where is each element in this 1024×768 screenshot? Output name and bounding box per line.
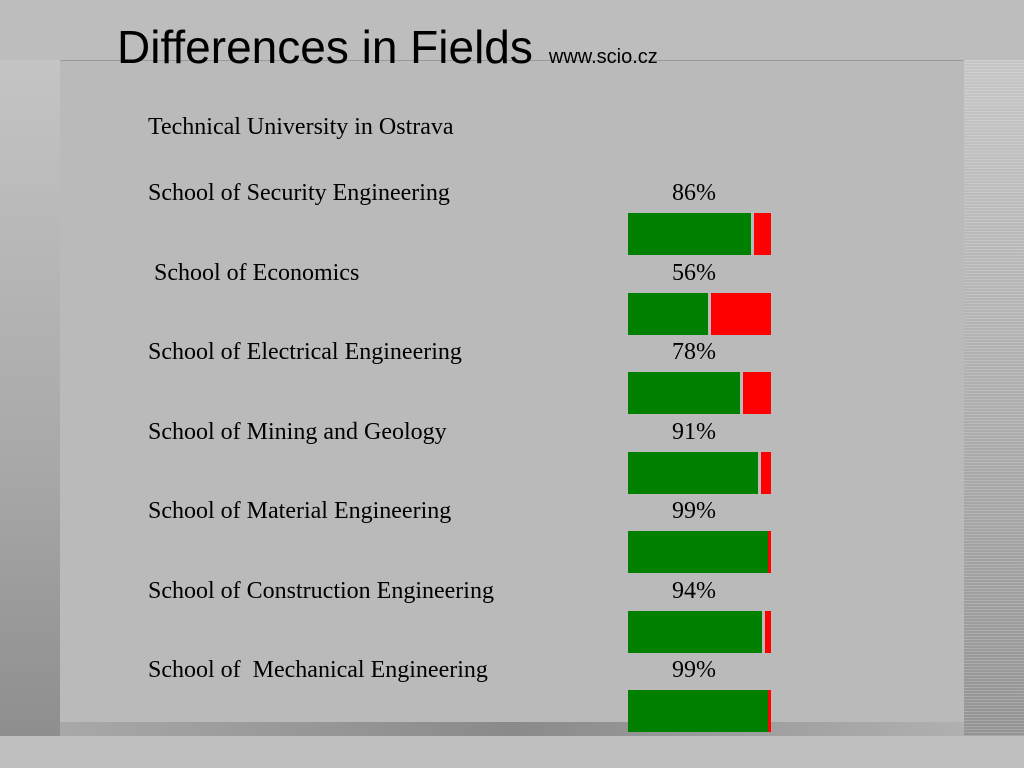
percentage-label: 99%	[672, 657, 716, 683]
bar-fill	[628, 611, 765, 653]
background-bottom-base	[0, 736, 1024, 768]
bar-remainder	[628, 611, 771, 653]
university-heading: Technical University in Ostrava	[148, 114, 454, 140]
title-row: Differences in Fields www.scio.cz	[117, 20, 658, 80]
bar-remainder	[628, 293, 771, 335]
school-label: School of Material Engineering	[148, 498, 452, 524]
percentage-label: 94%	[672, 578, 716, 604]
bar-remainder	[628, 452, 771, 494]
bar-fill	[628, 372, 743, 414]
bar-remainder	[628, 213, 771, 255]
percentage-label: 78%	[672, 339, 716, 365]
background-left-strip	[0, 60, 60, 736]
bar-fill	[628, 531, 768, 573]
bar-remainder	[628, 690, 771, 732]
school-label: School of Mechanical Engineering	[148, 657, 488, 683]
school-label: School of Construction Engineering	[148, 578, 494, 604]
bar-fill	[628, 452, 761, 494]
school-label: School of Electrical Engineering	[148, 339, 462, 365]
percentage-label: 99%	[672, 498, 716, 524]
school-label: School of Mining and Geology	[148, 419, 447, 445]
bar-fill	[628, 293, 711, 335]
background-right-strip	[964, 60, 1024, 736]
bar-remainder	[628, 531, 771, 573]
school-label: School of Security Engineering	[148, 180, 450, 206]
source-label: www.scio.cz	[548, 46, 658, 68]
bar-fill	[628, 690, 768, 732]
content-panel	[60, 60, 964, 723]
bar-remainder	[628, 372, 771, 414]
slide-title: Differences in Fields	[117, 21, 533, 73]
percentage-label: 56%	[672, 260, 716, 286]
bar-fill	[628, 213, 754, 255]
background-bottom-strip	[60, 722, 964, 736]
percentage-label: 86%	[672, 180, 716, 206]
percentage-label: 91%	[672, 419, 716, 445]
school-label: School of Economics	[148, 260, 360, 286]
